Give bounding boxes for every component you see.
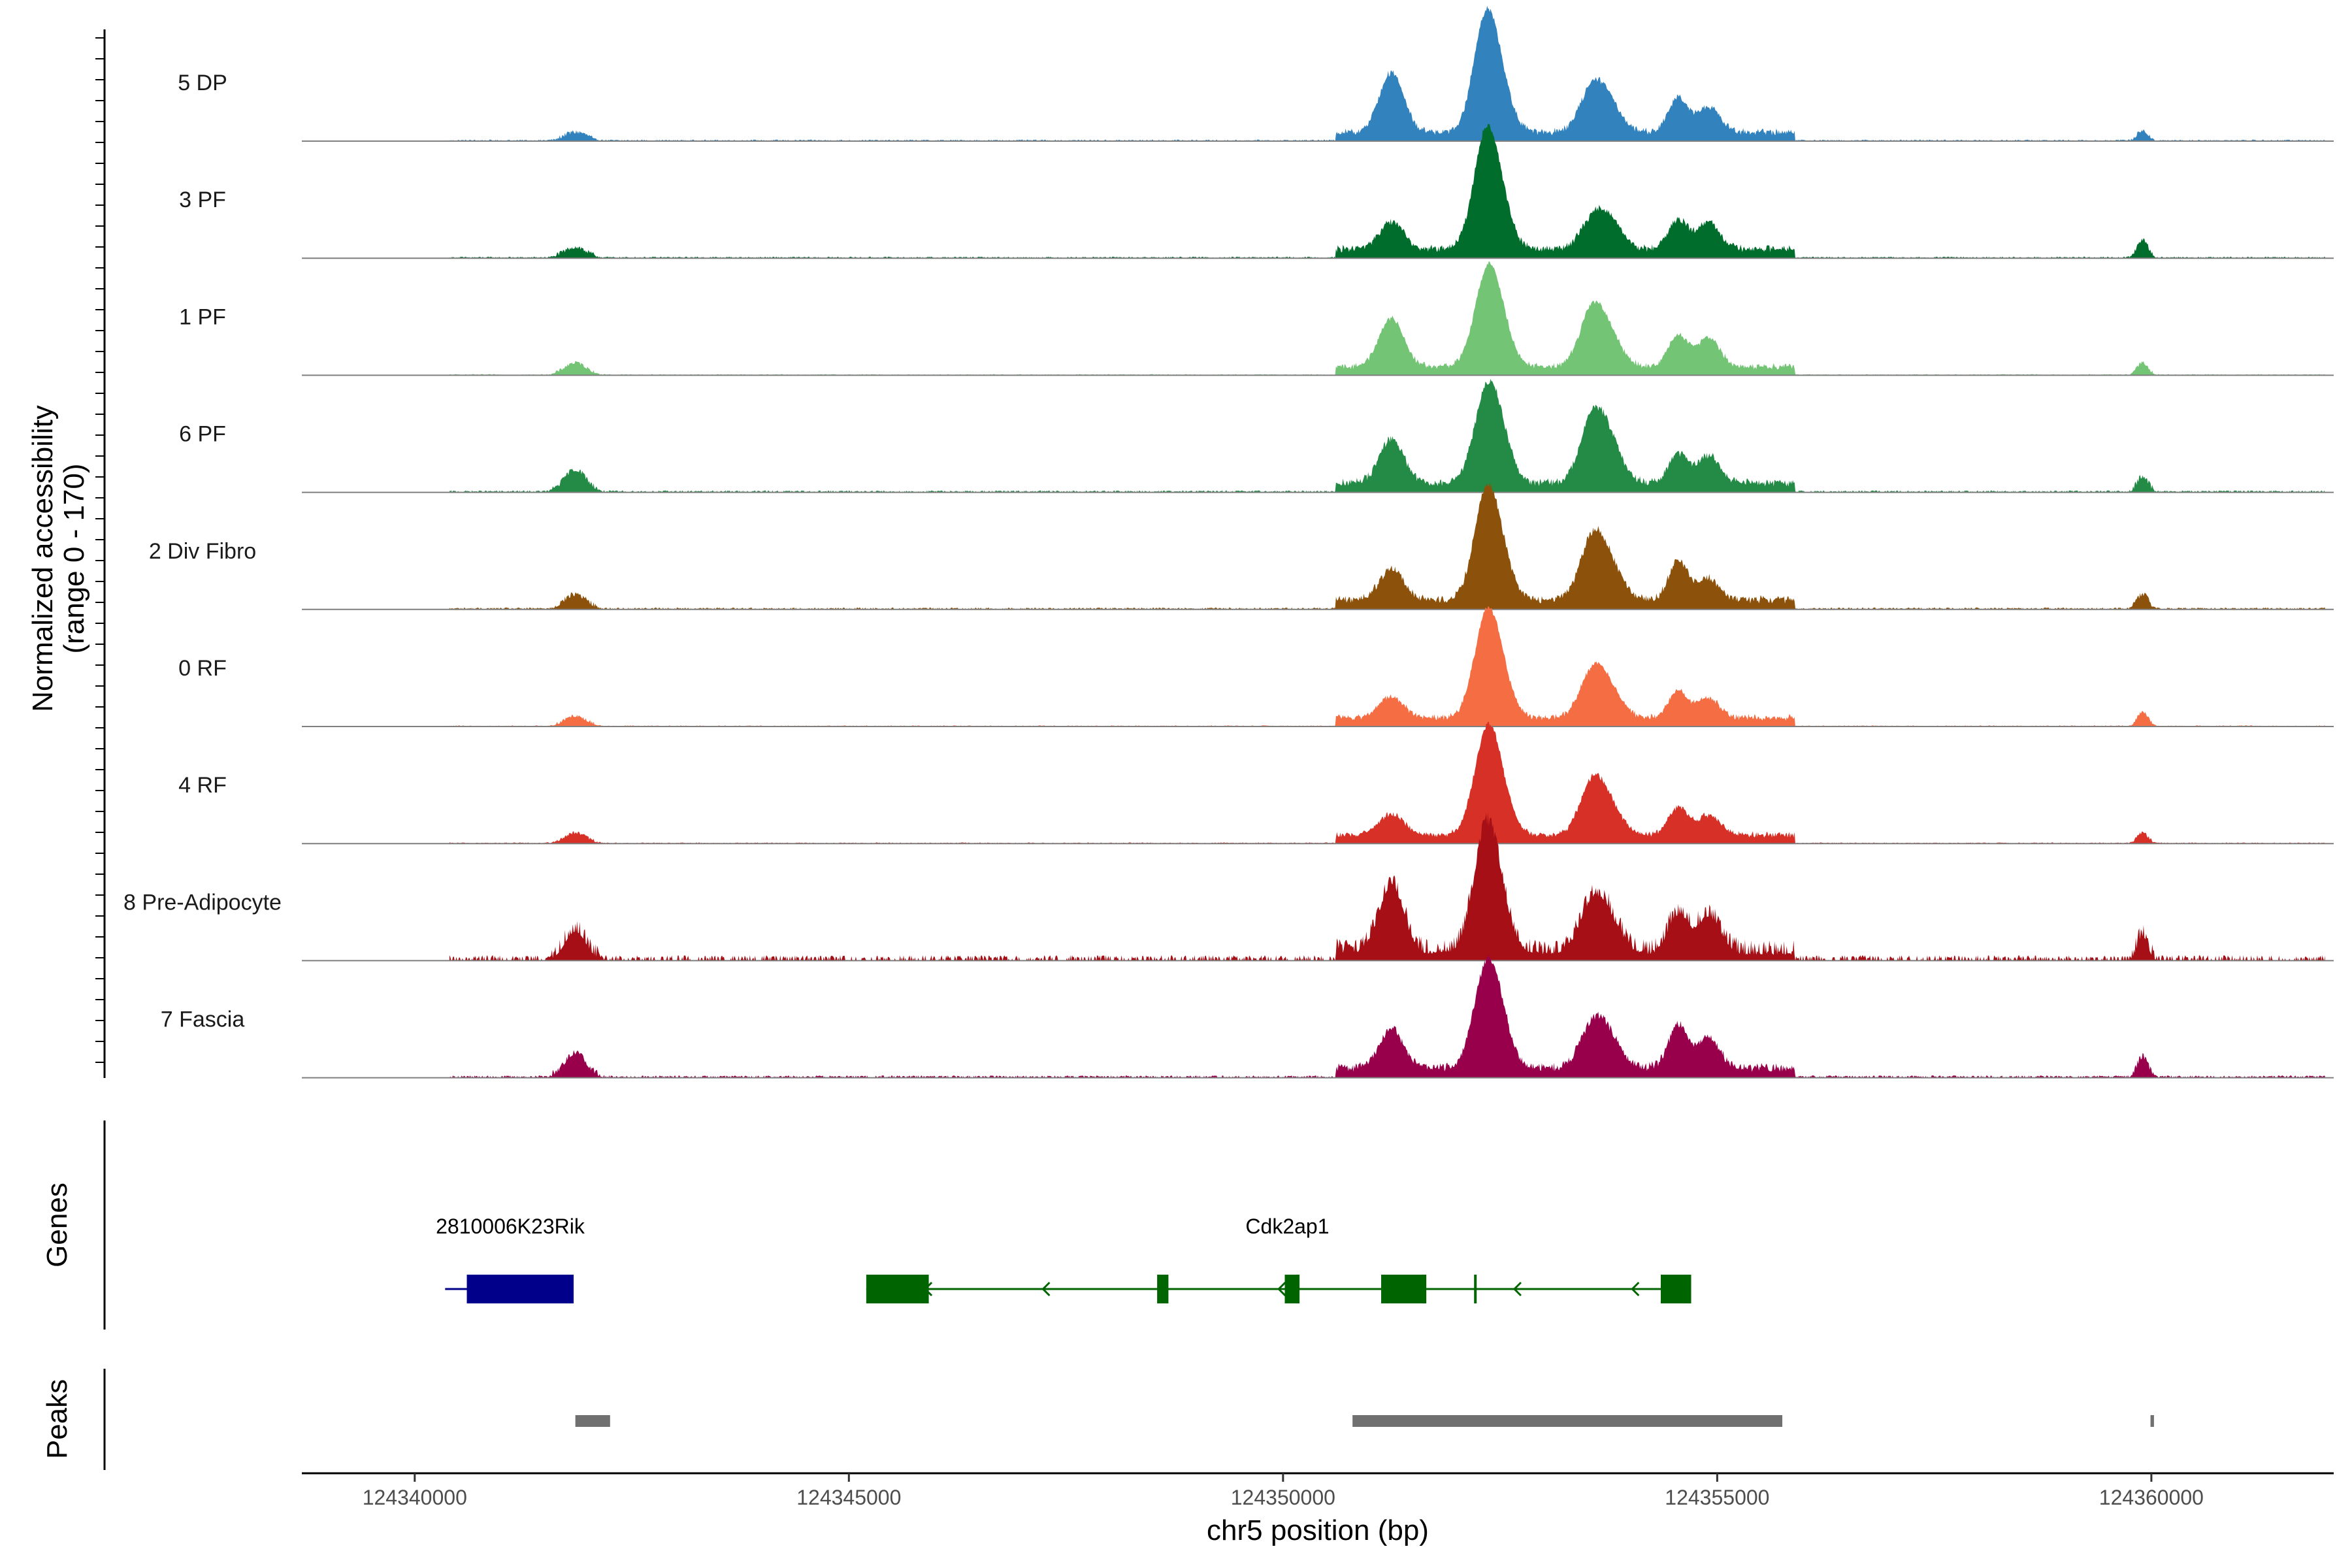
gene-2810006k23rik: 2810006K23Rik [436, 1215, 585, 1303]
peak-region [575, 1415, 610, 1427]
x-tick-label: 124350000 [1231, 1486, 1335, 1509]
track-label: 6 PF [179, 422, 226, 447]
track-7-fascia: 7 Fascia [161, 955, 2334, 1079]
exon [466, 1275, 574, 1303]
coverage-area [449, 721, 2325, 844]
genes-panel: Genes 2810006K23Rik Cdk2ap1 [41, 1120, 1691, 1330]
coverage-ylabel-line1: Normalized accessibility [27, 405, 59, 711]
x-tick-label: 124360000 [2099, 1486, 2204, 1509]
strand-arrow [1631, 1281, 1640, 1297]
coverage-area [449, 379, 2325, 493]
gene-models: 2810006K23Rik Cdk2ap1 [436, 1215, 1691, 1303]
strand-arrow [1512, 1281, 1522, 1297]
exon [1474, 1275, 1477, 1303]
peak-region [1352, 1415, 1783, 1427]
track-label: 0 RF [178, 656, 227, 681]
x-axis: 124340000 124345000 124350000 124355000 1243… [302, 1472, 2334, 1546]
track-4-rf: 4 RF [178, 721, 2334, 845]
strand-arrow [1041, 1281, 1051, 1297]
x-axis-title: chr5 position (bp) [1207, 1514, 1429, 1546]
track-3-pf: 3 PF [179, 123, 2334, 259]
track-1-pf: 1 PF [179, 261, 2334, 376]
coverage-area [449, 5, 2325, 142]
coverage-y-ticks [95, 37, 105, 1063]
x-tick-label: 124355000 [1665, 1486, 1769, 1509]
coverage-tracks: 5 DP 3 PF 1 PF 6 PF 2 Div Fibro 0 RF 4 RF 8 Pre… [123, 5, 2334, 1079]
x-tick-label: 124345000 [796, 1486, 901, 1509]
peak-region [2150, 1415, 2154, 1427]
track-label: 3 PF [179, 188, 226, 212]
exon [1157, 1275, 1169, 1303]
track-2-div-fibro: 2 Div Fibro [149, 482, 2334, 610]
x-tick-label: 124340000 [363, 1486, 467, 1509]
exon [1381, 1275, 1427, 1303]
exon [866, 1275, 929, 1303]
track-label: 7 Fascia [161, 1007, 245, 1032]
exon [1284, 1275, 1300, 1303]
peaks-panel: Peaks [41, 1369, 2154, 1470]
coverage-ylabel-line2: (range 0 - 170) [58, 463, 90, 653]
track-8-pre-adipocyte: 8 Pre-Adipocyte [123, 812, 2334, 962]
genes-ylabel: Genes [41, 1183, 73, 1267]
coverage-area [449, 812, 2325, 961]
track-label: 2 Div Fibro [149, 539, 256, 564]
gene-cdk2ap1: Cdk2ap1 [866, 1215, 1691, 1303]
coverage-panel: Normalized accessibility (range 0 - 170)… [27, 5, 2334, 1079]
coverage-area [449, 123, 2325, 259]
coverage-area [449, 955, 2325, 1078]
track-label: 8 Pre-Adipocyte [123, 890, 282, 915]
gene-label: 2810006K23Rik [436, 1215, 585, 1238]
track-6-pf: 6 PF [179, 379, 2334, 493]
track-5-dp: 5 DP [178, 5, 2334, 142]
gene-label: Cdk2ap1 [1245, 1215, 1329, 1238]
strand-arrow [1277, 1281, 1286, 1297]
exon [1660, 1275, 1691, 1303]
coverage-area [449, 482, 2325, 610]
coverage-area [449, 606, 2325, 727]
x-axis-ticks: 124340000 124345000 124350000 124355000 1243… [363, 1473, 2204, 1509]
track-label: 4 RF [178, 773, 227, 798]
track-label: 1 PF [179, 304, 226, 329]
track-label: 5 DP [178, 71, 227, 95]
peaks-ylabel: Peaks [41, 1379, 73, 1459]
coverage-area [449, 261, 2325, 376]
track-0-rf: 0 RF [178, 606, 2334, 727]
peak-regions [575, 1415, 2154, 1427]
